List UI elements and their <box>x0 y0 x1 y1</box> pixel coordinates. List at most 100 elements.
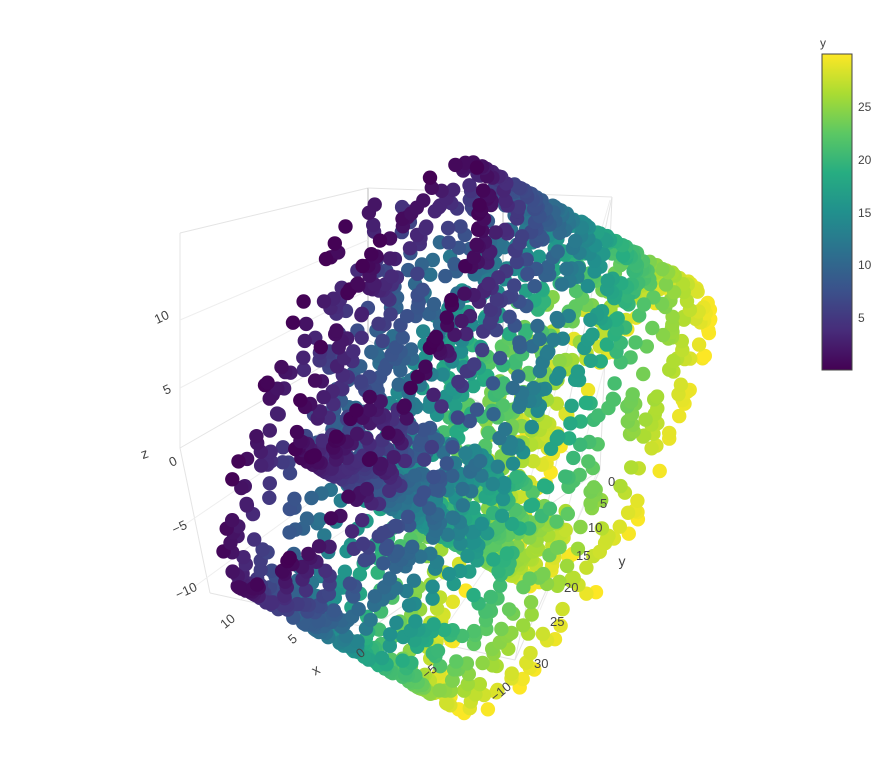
data-point <box>453 219 468 234</box>
data-point <box>425 579 440 594</box>
data-point <box>505 380 521 396</box>
data-point <box>503 435 519 450</box>
data-point <box>440 527 455 542</box>
z-tick-label: −5 <box>169 517 189 537</box>
data-point <box>352 567 368 582</box>
data-point <box>312 404 328 419</box>
data-point <box>262 423 277 438</box>
data-point <box>630 493 645 508</box>
data-point <box>462 178 477 193</box>
data-point <box>465 535 480 550</box>
data-point <box>486 407 501 422</box>
data-point <box>481 425 496 441</box>
data-point <box>624 460 639 475</box>
data-point <box>459 326 474 342</box>
data-point <box>652 463 667 479</box>
data-point <box>439 310 454 325</box>
data-point <box>625 387 640 402</box>
data-point <box>527 279 542 294</box>
data-point <box>419 219 434 234</box>
y-tick-label: 5 <box>600 496 607 511</box>
data-point <box>318 251 334 267</box>
data-point <box>566 450 581 466</box>
data-point <box>450 410 465 425</box>
data-point <box>555 601 570 617</box>
data-point <box>425 252 440 268</box>
data-point <box>362 402 378 418</box>
data-point <box>353 374 369 389</box>
data-point <box>581 454 596 469</box>
data-point <box>426 617 441 632</box>
data-point <box>390 544 405 559</box>
data-point <box>485 476 500 492</box>
data-point <box>253 458 269 473</box>
data-point <box>415 282 430 297</box>
data-point <box>559 261 574 276</box>
data-point <box>445 440 460 455</box>
data-point <box>466 378 481 394</box>
data-point <box>287 491 302 506</box>
data-point <box>523 498 538 514</box>
data-point <box>363 451 378 466</box>
data-point <box>495 398 510 413</box>
data-point <box>307 373 323 388</box>
data-point <box>416 324 431 339</box>
data-point <box>666 353 681 369</box>
data-point <box>481 276 496 292</box>
data-point <box>395 653 410 668</box>
data-point <box>535 626 551 642</box>
data-point <box>585 327 600 342</box>
data-point <box>572 467 587 483</box>
data-point <box>445 468 460 483</box>
data-point <box>644 441 659 456</box>
data-point <box>376 556 391 571</box>
colorbar: y 25 20 15 10 5 <box>820 36 872 371</box>
data-point <box>275 455 290 470</box>
data-point <box>492 350 508 366</box>
data-point <box>532 331 547 347</box>
data-point <box>655 327 671 343</box>
data-point <box>662 425 677 441</box>
data-point <box>359 481 374 497</box>
data-point <box>395 330 410 345</box>
data-point <box>304 490 319 506</box>
data-point <box>225 564 240 579</box>
data-point <box>403 380 418 396</box>
data-point <box>462 413 477 429</box>
data-point <box>418 359 433 374</box>
scatter-points <box>216 155 718 721</box>
data-point <box>318 563 333 578</box>
data-point <box>315 433 330 448</box>
data-point <box>374 650 390 666</box>
data-point <box>613 478 628 494</box>
data-point <box>475 342 490 358</box>
data-point <box>570 541 586 556</box>
data-point <box>531 249 547 264</box>
data-point <box>386 450 401 465</box>
data-point <box>509 254 525 270</box>
data-point <box>553 618 568 633</box>
colorbar-tick-label: 15 <box>858 206 872 220</box>
data-point <box>475 655 490 671</box>
data-point <box>586 480 601 495</box>
data-point <box>587 264 602 279</box>
colorbar-tick-label: 5 <box>858 311 865 325</box>
data-point <box>600 273 615 288</box>
data-point <box>444 673 460 688</box>
data-point <box>469 237 484 252</box>
data-point <box>628 335 643 350</box>
y-tick-label: 25 <box>550 614 564 629</box>
data-point <box>580 382 596 398</box>
data-point <box>297 333 312 349</box>
data-point <box>455 481 470 497</box>
data-point <box>239 496 254 512</box>
data-point <box>249 577 265 592</box>
data-point <box>591 408 606 423</box>
data-point <box>375 333 390 349</box>
data-point <box>282 525 297 540</box>
data-point <box>383 307 398 322</box>
data-point <box>485 376 501 391</box>
data-point <box>296 350 311 365</box>
data-point <box>299 316 314 332</box>
